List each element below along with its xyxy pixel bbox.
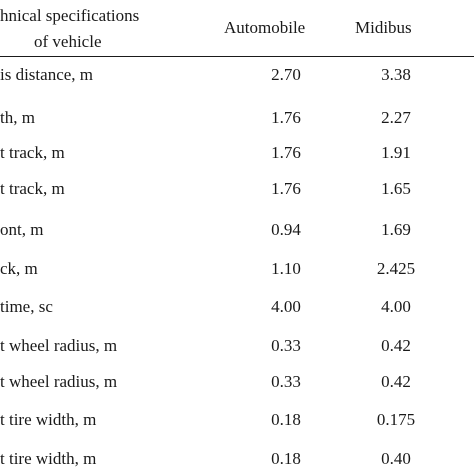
header-midibus: Midibus bbox=[355, 18, 412, 37]
midibus-cell: 4.00 bbox=[381, 297, 411, 316]
midibus-cell: 1.69 bbox=[381, 220, 411, 239]
midibus-cell: 0.175 bbox=[376, 410, 416, 429]
automobile-cell: 0.94 bbox=[271, 220, 301, 239]
parameter-cell: t track, m bbox=[0, 143, 65, 162]
table-row: th, m 1.76 2.27 bbox=[0, 108, 474, 128]
table-row: t wheel radius, m 0.33 0.42 bbox=[0, 372, 474, 392]
parameter-cell: t track, m bbox=[0, 179, 65, 198]
table-row: is distance, m 2.70 3.38 bbox=[0, 65, 474, 85]
table-row: t tire width, m 0.18 0.175 bbox=[0, 410, 474, 430]
header-parameter-line2: of vehicle bbox=[34, 32, 102, 51]
midibus-cell: 3.38 bbox=[381, 65, 411, 84]
midibus-cell: 0.42 bbox=[381, 336, 411, 355]
midibus-cell: 2.425 bbox=[376, 259, 416, 278]
automobile-cell: 0.18 bbox=[271, 410, 301, 429]
parameter-cell: ck, m bbox=[0, 259, 38, 278]
parameter-cell: t wheel radius, m bbox=[0, 336, 118, 355]
automobile-cell: 1.76 bbox=[271, 179, 301, 198]
header-rule bbox=[0, 56, 474, 57]
table-row: t wheel radius, m 0.33 0.42 bbox=[0, 336, 474, 356]
automobile-cell: 4.00 bbox=[271, 297, 301, 316]
midibus-cell: 2.27 bbox=[381, 108, 411, 127]
automobile-cell: 1.76 bbox=[271, 143, 301, 162]
header-automobile: Automobile bbox=[224, 18, 306, 37]
parameter-cell: time, sc bbox=[0, 297, 53, 316]
table-row: t track, m 1.76 1.91 bbox=[0, 143, 474, 163]
automobile-cell: 0.33 bbox=[271, 336, 301, 355]
parameter-cell: t tire width, m bbox=[0, 449, 97, 468]
table-row: time, sc 4.00 4.00 bbox=[0, 297, 474, 317]
automobile-cell: 1.10 bbox=[271, 259, 301, 278]
midibus-cell: 0.40 bbox=[381, 449, 411, 468]
table-row: t tire width, m 0.18 0.40 bbox=[0, 449, 474, 469]
parameter-cell: t tire width, m bbox=[0, 410, 97, 429]
table-row: t track, m 1.76 1.65 bbox=[0, 179, 474, 199]
header-parameter-line1: hnical specifications bbox=[0, 6, 140, 25]
automobile-cell: 0.33 bbox=[271, 372, 301, 391]
automobile-cell: 0.18 bbox=[271, 449, 301, 468]
parameter-cell: t wheel radius, m bbox=[0, 372, 118, 391]
table-row: ck, m 1.10 2.425 bbox=[0, 259, 474, 279]
midibus-cell: 0.42 bbox=[381, 372, 411, 391]
midibus-cell: 1.91 bbox=[381, 143, 411, 162]
midibus-cell: 1.65 bbox=[381, 179, 411, 198]
parameter-cell: ont, m bbox=[0, 220, 44, 239]
automobile-cell: 1.76 bbox=[271, 108, 301, 127]
parameter-cell: is distance, m bbox=[0, 65, 94, 84]
automobile-cell: 2.70 bbox=[271, 65, 301, 84]
table-row: ont, m 0.94 1.69 bbox=[0, 220, 474, 240]
parameter-cell: th, m bbox=[0, 108, 35, 127]
